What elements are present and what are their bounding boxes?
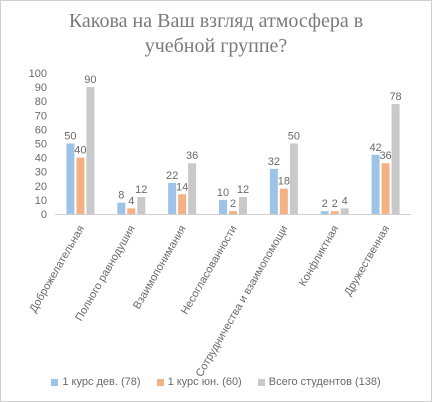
bar	[219, 199, 227, 214]
bar	[76, 157, 85, 214]
data-label: 50	[64, 131, 76, 143]
y-tick-label: 0	[41, 209, 47, 221]
chart-title-line-1: Какова на Ваш взгляд атмосфера в	[68, 10, 364, 32]
legend-swatch-series-3	[257, 378, 265, 386]
x-tick-label: Полного равнодушия	[73, 223, 138, 323]
bar	[289, 143, 298, 214]
data-label: 36	[186, 150, 198, 162]
legend-item-series-3: Всего студентов (138)	[257, 376, 381, 388]
legend-item-series-1: 1 курс дев. (78)	[51, 376, 141, 388]
bar	[178, 194, 187, 214]
chart-title-line-2: учебной группе?	[144, 35, 288, 57]
x-tick-label: Несогласованности	[179, 224, 240, 317]
y-tick-label: 60	[35, 124, 47, 136]
y-tick-label: 20	[35, 181, 47, 193]
bar	[330, 211, 339, 214]
bar	[66, 143, 75, 214]
y-tick-label: 80	[35, 96, 47, 108]
data-label: 2	[230, 198, 236, 210]
y-tick-label: 10	[35, 195, 47, 207]
legend-swatch-series-1	[51, 378, 59, 386]
x-tick-label: Сотрудничества и взаимопомощи	[194, 224, 291, 380]
bar	[279, 188, 288, 214]
legend-swatch-series-2	[156, 378, 164, 386]
x-tick-label: Дружественная	[342, 223, 392, 298]
data-label: 2	[332, 198, 338, 210]
data-label: 50	[288, 131, 300, 143]
data-label: 12	[135, 184, 147, 196]
x-tick-label: Взаимопонимания	[131, 223, 189, 311]
bar	[391, 104, 400, 214]
bar	[381, 163, 390, 214]
bar	[229, 211, 237, 214]
bar	[137, 197, 146, 214]
data-label: 22	[166, 170, 178, 182]
data-label: 8	[118, 190, 124, 202]
data-label: 12	[237, 184, 249, 196]
x-tick-label: Конфликтная	[297, 223, 341, 288]
data-label: 4	[128, 195, 134, 207]
x-tick-label: Доброжелательная	[27, 223, 87, 314]
chart-title: Какова на Ваш взгляд атмосфера в учебной…	[41, 9, 391, 59]
data-label: 2	[322, 198, 328, 210]
data-label: 10	[217, 187, 229, 199]
legend-label-series-2: 1 курс юн. (60)	[167, 376, 242, 388]
data-label: 78	[389, 91, 401, 103]
bar	[269, 168, 278, 214]
bar	[371, 154, 380, 214]
y-tick-label: 30	[35, 167, 47, 179]
data-label: 4	[342, 195, 348, 207]
data-label: 90	[84, 74, 96, 86]
data-label: 36	[379, 150, 391, 162]
y-tick-label: 50	[35, 139, 47, 151]
data-label: 32	[268, 156, 280, 168]
y-tick-label: 70	[35, 110, 47, 122]
data-label: 18	[278, 176, 290, 188]
data-label: 40	[74, 145, 86, 157]
y-tick-label: 40	[35, 153, 47, 165]
bar	[239, 197, 247, 214]
bar	[117, 202, 126, 214]
y-tick-label: 100	[29, 68, 47, 80]
bar	[320, 211, 329, 214]
chart-legend: 1 курс дев. (78) 1 курс юн. (60) Всего с…	[1, 376, 431, 388]
legend-label-series-1: 1 курс дев. (78)	[62, 376, 141, 388]
y-tick-label: 90	[35, 82, 47, 94]
data-label: 42	[369, 142, 381, 154]
legend-item-series-2: 1 курс юн. (60)	[156, 376, 242, 388]
data-label: 14	[176, 181, 188, 193]
legend-label-series-3: Всего студентов (138)	[268, 376, 381, 388]
bar	[188, 163, 197, 214]
bar	[86, 87, 95, 214]
bar	[168, 182, 177, 214]
bar	[127, 208, 136, 214]
bar	[340, 208, 349, 214]
